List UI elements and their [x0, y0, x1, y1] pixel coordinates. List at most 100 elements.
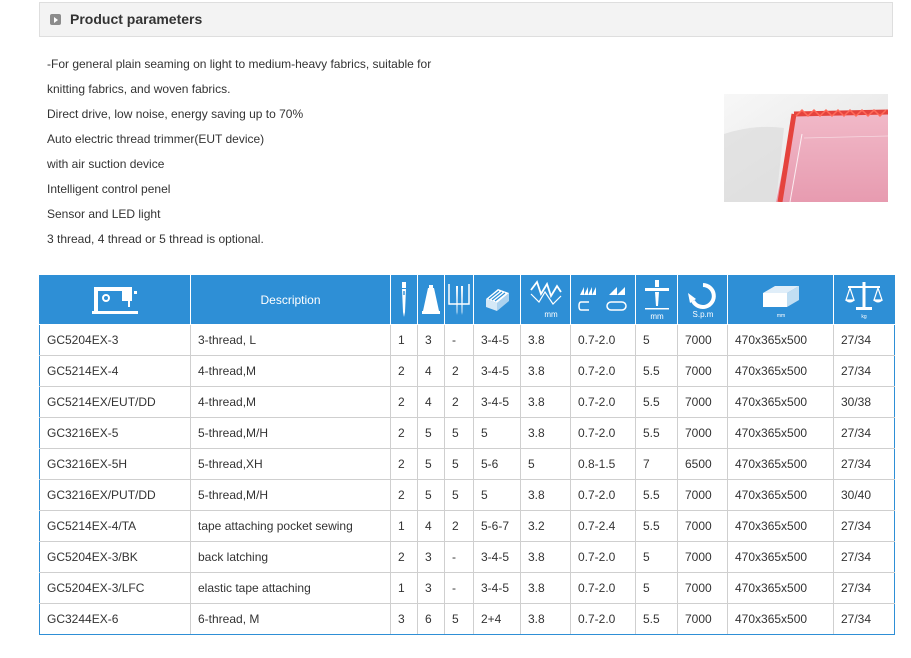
- needle-spec-cell: 5: [444, 417, 474, 449]
- description-cell: tape attaching pocket sewing: [190, 510, 391, 542]
- thread-count-cell: 5: [417, 417, 445, 449]
- size-cell: 470x365x500: [727, 541, 834, 573]
- differential-feed-icon: [578, 287, 627, 311]
- weight-cell: 27/34: [833, 417, 895, 449]
- size-cell: 470x365x500: [727, 417, 834, 449]
- differential-feed-cell: 0.7-2.0: [570, 355, 636, 387]
- table-row: GC3244EX-6 6-thread, M 3 6 5 2+4 3.8 0.7-2.0 5.5…: [39, 603, 895, 635]
- seam-sample-photo: [724, 94, 888, 202]
- model-cell: GC5214EX/EUT/DD: [39, 386, 191, 418]
- thread-count-cell: 3: [417, 324, 445, 356]
- table-row: GC5204EX-3/LFC elastic tape attaching 1 3-3…: [39, 572, 895, 604]
- feature-item: with air suction device: [47, 157, 165, 171]
- needle-spec-cell: -: [444, 541, 474, 573]
- two-needles-icon: [448, 284, 470, 315]
- needle-gauge-cell: 7: [635, 448, 678, 480]
- needle-gauge-icon: mm: [644, 280, 669, 320]
- speed-cell: 7000: [677, 324, 728, 356]
- table-row: GC5204EX-3/BK back latching 2 3-3-4-5 3.8 0.7…: [39, 541, 895, 573]
- table-row: GC3216EX/PUT/DD 5-thread,M/H 2 5 5 5 3.8 0.7-2.…: [39, 479, 895, 511]
- description-cell: elastic tape attaching: [190, 572, 391, 604]
- differential-feed-cell: 0.7-2.4: [570, 510, 636, 542]
- speed-cell: 7000: [677, 510, 728, 542]
- section-title: Product parameters: [70, 11, 203, 27]
- differential-feed-cell: 0.7-2.0: [570, 603, 636, 635]
- needle-count-column-header: [444, 275, 474, 325]
- size-cell: 470x365x500: [727, 510, 834, 542]
- needle-gauge-column-header: mm: [635, 275, 678, 325]
- feature-item: 3 thread, 4 thread or 5 thread is option…: [47, 232, 264, 246]
- model-cell: GC5204EX-3/BK: [39, 541, 191, 573]
- thread-count-cell: 6: [417, 603, 445, 635]
- feed-cell: 2+4: [473, 603, 521, 635]
- needle-count-cell: 2: [390, 386, 418, 418]
- model-cell: GC5214EX-4/TA: [39, 510, 191, 542]
- needle-count-cell: 2: [390, 355, 418, 387]
- needle-spec-cell: 5: [444, 448, 474, 480]
- svg-text:S.p.m: S.p.m: [692, 310, 713, 319]
- feed-cell: 5-6-7: [473, 510, 521, 542]
- differential-feed-cell: 0.7-2.0: [570, 541, 636, 573]
- svg-text:mm: mm: [776, 313, 784, 319]
- needle-count-cell: 2: [390, 479, 418, 511]
- feed-cell: 3-4-5: [473, 541, 521, 573]
- model-column-header: [39, 275, 191, 325]
- feed-cell: 3-4-5: [473, 324, 521, 356]
- stitch-length-cell: 3.8: [520, 572, 571, 604]
- model-cell: GC3216EX-5H: [39, 448, 191, 480]
- needle-gauge-cell: 5: [635, 324, 678, 356]
- svg-text:mm: mm: [544, 310, 558, 319]
- feed-cell: 3-4-5: [473, 386, 521, 418]
- thread-count-cell: 3: [417, 572, 445, 604]
- size-cell: 470x365x500: [727, 355, 834, 387]
- speed-cell: 6500: [677, 448, 728, 480]
- model-cell: GC3216EX/PUT/DD: [39, 479, 191, 511]
- differential-feed-cell: 0.7-2.0: [570, 572, 636, 604]
- thread-count-cell: 3: [417, 541, 445, 573]
- table-row: GC5214EX/EUT/DD 4-thread,M 2 4 2 3-4-5 3.8 0.7-…: [39, 386, 895, 418]
- needle-spec-cell: -: [444, 572, 474, 604]
- feature-item: knitting fabrics, and woven fabrics.: [47, 82, 231, 96]
- thread-cone-icon: [422, 285, 440, 314]
- speed-cell: 7000: [677, 386, 728, 418]
- speed-cell: 7000: [677, 355, 728, 387]
- model-cell: GC5204EX-3: [39, 324, 191, 356]
- needle-gauge-cell: 5.5: [635, 603, 678, 635]
- model-cell: GC3216EX-5: [39, 417, 191, 449]
- feature-item: Sensor and LED light: [47, 207, 161, 221]
- differential-feed-cell: 0.7-2.0: [570, 324, 636, 356]
- feed-cell: 5-6: [473, 448, 521, 480]
- weight-cell: 27/34: [833, 355, 895, 387]
- feed-dog-icon: [486, 289, 509, 311]
- feature-item: Auto electric thread trimmer(EUT device): [47, 132, 265, 146]
- stitch-length-cell: 3.8: [520, 541, 571, 573]
- table-row: GC5204EX-3 3-thread, L 1 3-3-4-5 3.8 0.7-2.0 5…: [39, 324, 895, 356]
- model-cell: GC3244EX-6: [39, 603, 191, 635]
- speed-cell: 7000: [677, 603, 728, 635]
- thread-count-cell: 5: [417, 479, 445, 511]
- stitch-length-cell: 3.8: [520, 355, 571, 387]
- section-header: Product parameters: [39, 2, 893, 37]
- needle-spec-cell: 2: [444, 386, 474, 418]
- differential-feed-cell: 0.7-2.0: [570, 479, 636, 511]
- needle-spec-cell: 2: [444, 510, 474, 542]
- weight-cell: 27/34: [833, 541, 895, 573]
- weight-cell: 27/34: [833, 572, 895, 604]
- description-cell: 4-thread,M: [190, 355, 391, 387]
- needle-count-cell: 1: [390, 572, 418, 604]
- feed-cell: 5: [473, 417, 521, 449]
- stitch-length-cell: 3.8: [520, 479, 571, 511]
- stitch-length-cell: 3.8: [520, 603, 571, 635]
- size-cell: 470x365x500: [727, 448, 834, 480]
- thread-count-cell: 4: [417, 386, 445, 418]
- description-cell: 5-thread,M/H: [190, 417, 391, 449]
- size-cell: 470x365x500: [727, 603, 834, 635]
- feature-list: -For general plain seaming on light to m…: [47, 52, 431, 252]
- table-header-row: Description: [39, 275, 895, 325]
- differential-feed-cell: 0.7-2.0: [570, 386, 636, 418]
- description-cell: 3-thread, L: [190, 324, 391, 356]
- feature-item: Direct drive, low noise, energy saving u…: [47, 107, 304, 121]
- needle-spec-cell: 5: [444, 479, 474, 511]
- needle-icon: [402, 282, 406, 317]
- needle-spec-cell: -: [444, 324, 474, 356]
